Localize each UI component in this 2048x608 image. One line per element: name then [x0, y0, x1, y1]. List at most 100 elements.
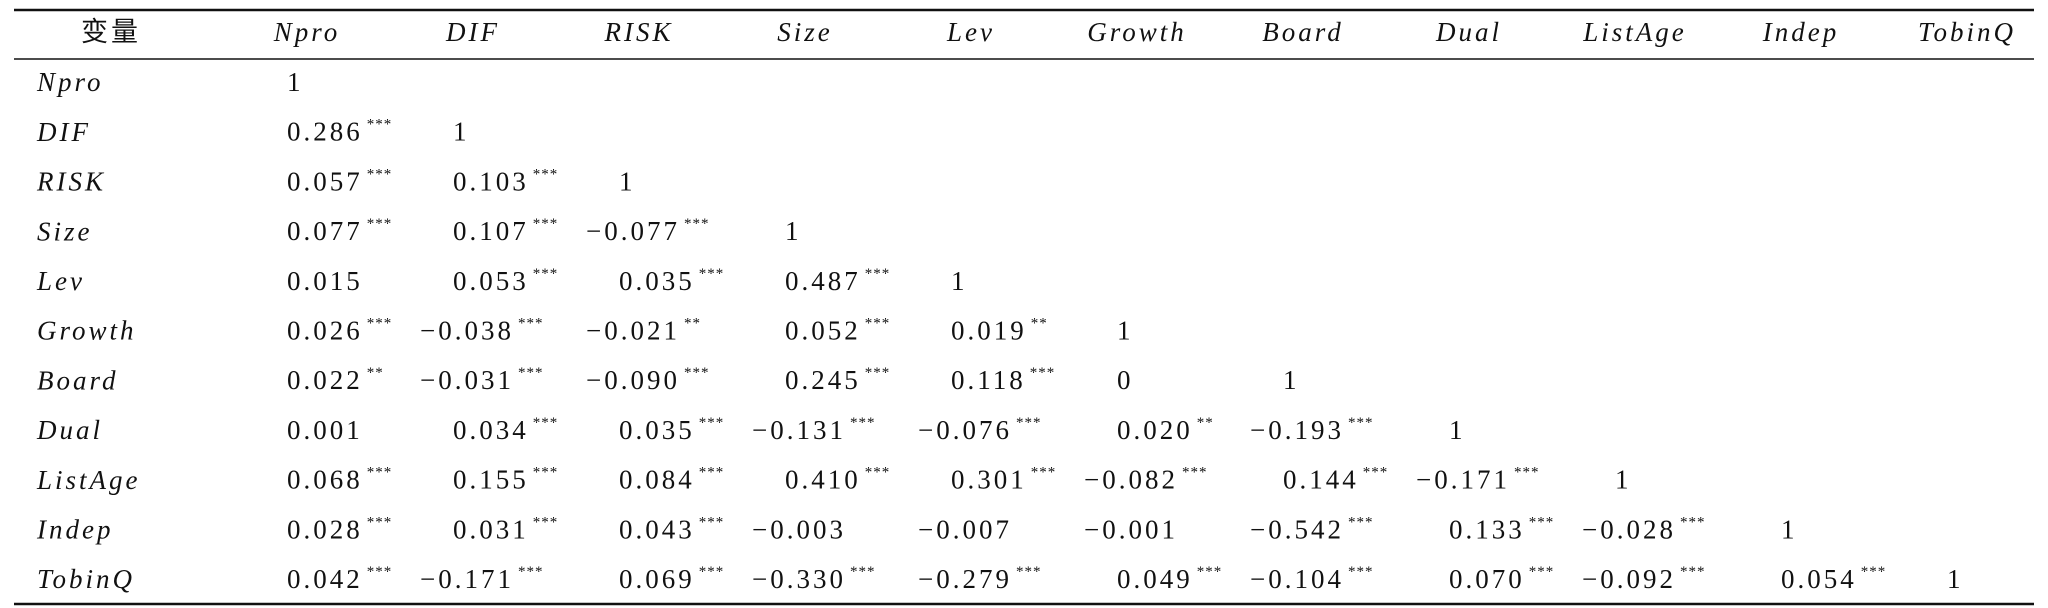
cell-value: 0.068: [287, 465, 363, 495]
cell: 0.042 ***: [287, 564, 392, 594]
significance: ***: [1348, 515, 1374, 531]
cell-value: 0.286: [287, 117, 363, 147]
cell-value: 0.487: [785, 266, 861, 296]
cell: 0.031 ***: [453, 515, 558, 545]
cell-value: 0.022: [287, 365, 363, 395]
cell-value: 0.049: [1117, 564, 1193, 594]
significance: ***: [367, 217, 393, 233]
cell-value: 0.133: [1449, 515, 1525, 545]
significance: ***: [367, 117, 393, 133]
cell-value: 1: [1449, 415, 1466, 445]
significance: ***: [1680, 564, 1706, 580]
cell: 0.301 ***: [951, 465, 1056, 495]
significance: ***: [684, 217, 710, 233]
header-cell: Dual: [1435, 17, 1502, 47]
cell-value: −0.003: [752, 515, 846, 545]
significance: **: [367, 366, 384, 382]
cell: −0.082 ***: [1084, 465, 1207, 495]
cell: 1: [1117, 316, 1134, 346]
row-label: Size: [37, 216, 93, 246]
row-label: ListAge: [36, 465, 141, 495]
cell: 0.487 ***: [785, 266, 890, 296]
significance: ***: [699, 266, 725, 282]
significance: ***: [533, 515, 559, 531]
cell: −0.007: [918, 515, 1012, 545]
cell: 1: [453, 117, 470, 147]
cell: −0.076 ***: [918, 415, 1041, 445]
header-cell: Growth: [1087, 17, 1187, 47]
cell: 0.015: [287, 266, 363, 296]
header-cell: Npro: [273, 17, 341, 47]
cell-value: 0.026: [287, 316, 363, 346]
cell-value: 0.084: [619, 465, 695, 495]
cell: 0.049 ***: [1117, 564, 1222, 594]
cell-value: −0.077: [586, 216, 680, 246]
cell: −0.031 ***: [420, 365, 543, 395]
cell: −0.001: [1084, 515, 1178, 545]
cell-value: 1: [1615, 465, 1632, 495]
cell: 0.052 ***: [785, 316, 890, 346]
significance: ***: [367, 316, 393, 332]
significance: ***: [1529, 564, 1555, 580]
cell: −0.038 ***: [420, 316, 543, 346]
cell-value: 1: [619, 167, 636, 197]
cell-value: 0.031: [453, 515, 529, 545]
significance: ***: [865, 266, 891, 282]
row-label: Board: [37, 365, 119, 395]
row-label: TobinQ: [37, 564, 135, 594]
cell-value: −0.171: [420, 564, 514, 594]
cell-value: 1: [287, 67, 304, 97]
cell: 0.035 ***: [619, 266, 724, 296]
cell-value: −0.082: [1084, 465, 1178, 495]
cell: −0.104 ***: [1250, 564, 1373, 594]
cell: −0.028 ***: [1582, 515, 1705, 545]
cell: −0.171 ***: [420, 564, 543, 594]
significance: ***: [533, 465, 559, 481]
cell: 1: [1283, 365, 1300, 395]
significance: ***: [699, 564, 725, 580]
row-label: Dual: [36, 415, 103, 445]
cell-value: 0.053: [453, 266, 529, 296]
cell: 0.034 ***: [453, 415, 558, 445]
cell-value: 0.015: [287, 266, 363, 296]
cell-value: 0.155: [453, 465, 529, 495]
cell-value: −0.171: [1416, 465, 1510, 495]
cell: 0.068 ***: [287, 465, 392, 495]
cell: 1: [619, 167, 636, 197]
significance: ***: [367, 515, 393, 531]
cell-value: 0.070: [1449, 564, 1525, 594]
cell-value: −0.279: [918, 564, 1012, 594]
cell-value: 0.043: [619, 515, 695, 545]
cell: −0.003: [752, 515, 846, 545]
cell: −0.542 ***: [1250, 515, 1373, 545]
cell: −0.171 ***: [1416, 465, 1539, 495]
cell: 1: [1947, 564, 1964, 594]
cell-value: −0.021: [586, 316, 680, 346]
header-cell: Lev: [946, 17, 995, 47]
cell: 0.028 ***: [287, 515, 392, 545]
cell-value: 0.054: [1781, 564, 1857, 594]
significance: ***: [518, 564, 544, 580]
significance: ***: [1363, 465, 1389, 481]
cell-value: 0.035: [619, 415, 695, 445]
cell: 0.070 ***: [1449, 564, 1554, 594]
row-label: Lev: [36, 266, 85, 296]
cell-value: −0.193: [1250, 415, 1344, 445]
significance: **: [1197, 415, 1214, 431]
significance: ***: [865, 366, 891, 382]
cell: 1: [951, 266, 968, 296]
cell: 0.118 ***: [951, 365, 1055, 395]
significance: ***: [684, 366, 710, 382]
row-label: RISK: [36, 167, 106, 197]
cell-value: 1: [453, 117, 470, 147]
header-cell: DIF: [445, 17, 500, 47]
cell: 0.054 ***: [1781, 564, 1886, 594]
cell-value: −0.031: [420, 365, 514, 395]
cell-value: −0.038: [420, 316, 514, 346]
header-cell: Size: [777, 17, 833, 47]
cell-value: −0.542: [1250, 515, 1344, 545]
significance: ***: [533, 266, 559, 282]
significance: ***: [699, 465, 725, 481]
